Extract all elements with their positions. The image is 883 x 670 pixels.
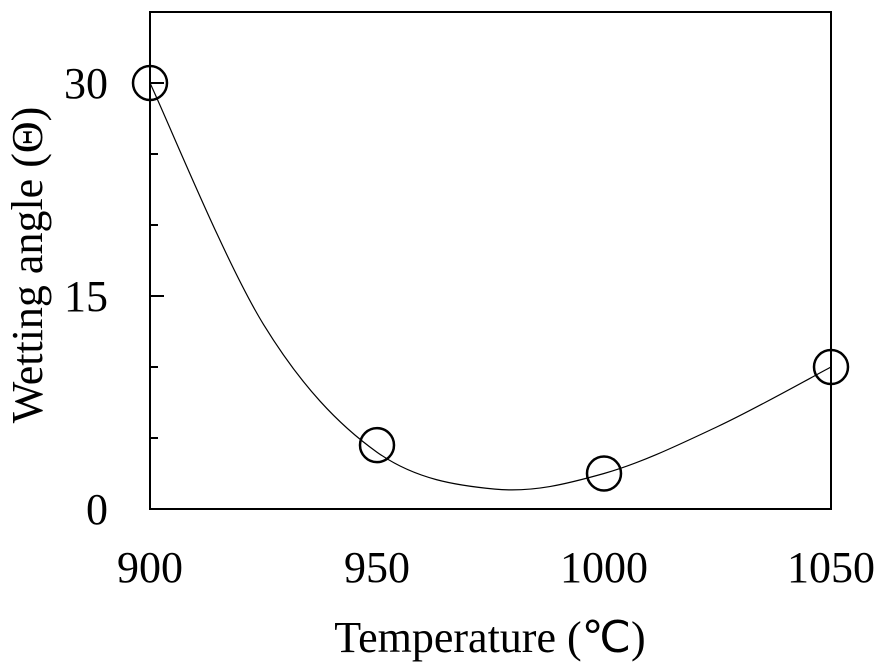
- x-tick-label: 1050: [787, 543, 875, 592]
- y-axis-tick-labels: 0 15 30: [64, 59, 108, 534]
- x-axis-tick-labels: 900 950 1000 1050: [117, 543, 875, 592]
- x-tick-label: 1000: [560, 543, 648, 592]
- y-tick-label: 30: [64, 59, 108, 108]
- fit-curve: [149, 82, 832, 491]
- x-tick-label: 900: [117, 543, 183, 592]
- x-tick-label: 950: [344, 543, 410, 592]
- data-point: [585, 455, 623, 492]
- data-markers: [131, 64, 850, 492]
- data-point: [358, 426, 396, 464]
- y-tick-label: 15: [64, 272, 108, 321]
- data-point: [812, 348, 850, 386]
- y-tick-label: 0: [86, 485, 108, 534]
- y-axis-title: Wetting angle (Θ): [3, 107, 52, 424]
- plot-frame: [149, 11, 832, 510]
- x-axis-title: Temperature (℃): [334, 613, 645, 662]
- y-axis-ticks: [150, 11, 164, 510]
- data-point: [131, 64, 169, 102]
